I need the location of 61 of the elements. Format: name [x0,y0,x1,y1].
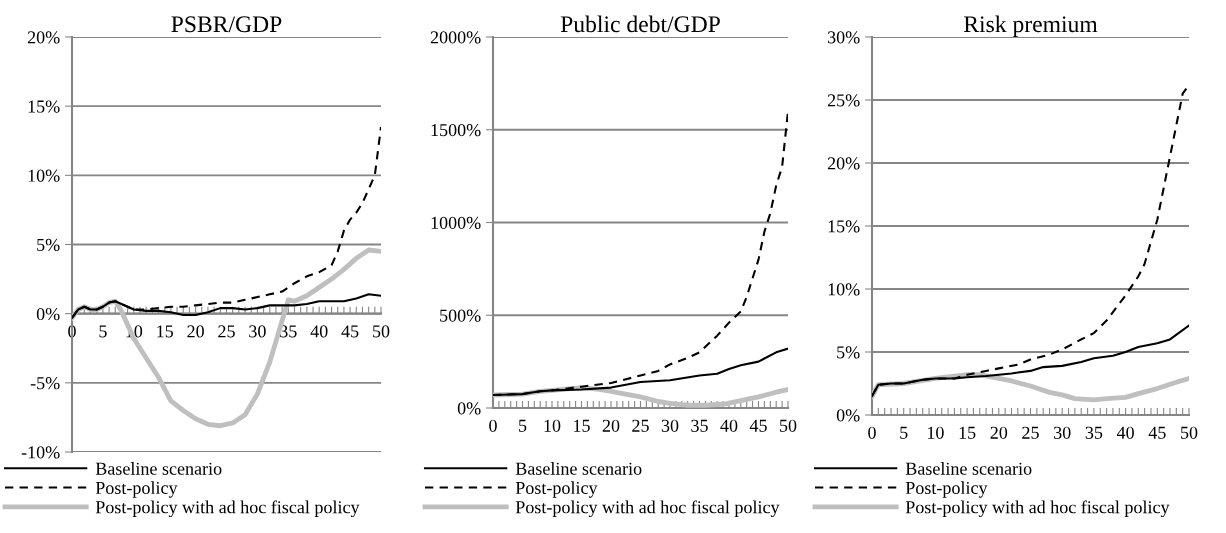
x-tick-label: 30 [661,419,679,432]
y-tick-label: 2000% [430,31,481,44]
y-tick-label: 0% [457,402,481,415]
x-tick-label: 40 [310,325,328,338]
legend-label: Post-policy with ad hoc fiscal policy [905,500,1170,518]
y-tick-label: 20% [827,157,860,170]
y-tick-label: 5% [837,346,860,359]
x-tick-label: 35 [691,419,708,432]
y-tick-label: 5% [37,238,60,251]
y-tick-label: 10% [828,283,860,296]
y-tick-label: 10% [28,169,60,182]
legend-label: Post-policy with ad hoc fiscal policy [515,500,780,518]
x-tick-label: 15 [157,325,174,338]
legend-label: Baseline scenario [905,462,1032,475]
x-tick-label: 40 [1116,426,1134,439]
x-tick-label: 10 [927,426,944,439]
x-tick-label: 20 [187,325,204,338]
x-tick-label: 5 [99,325,107,338]
y-tick-label: 30% [827,31,860,44]
x-tick-label: 45 [341,325,359,338]
x-tick-label: 45 [749,419,767,432]
x-tick-label: 25 [1022,426,1039,439]
x-tick-label: 15 [959,426,976,439]
x-tick-label: 50 [780,419,797,432]
x-tick-label: 25 [632,419,649,432]
x-tick-label: 40 [720,419,738,432]
legend-label: Baseline scenario [95,462,222,475]
x-tick-label: 50 [373,325,390,338]
x-tick-label: 20 [602,419,620,432]
x-tick-label: 20 [990,426,1008,439]
y-tick-label: 500% [440,309,481,322]
x-tick-label: 30 [249,325,266,338]
y-tick-label: -5% [30,377,60,390]
x-tick-label: 25 [218,325,235,338]
y-tick-label: 0% [836,409,860,422]
y-tick-label: 1000% [431,216,481,229]
x-tick-label: 45 [1148,426,1166,439]
y-tick-label: 1500% [431,124,481,137]
y-tick-label: 20% [27,31,60,44]
legend-label: Baseline scenario [515,462,642,475]
y-tick-label: 25% [827,94,860,107]
y-tick-label: 15% [28,100,60,113]
x-tick-label: 5 [900,426,908,439]
legend-label: Post-policy [515,481,598,498]
x-tick-label: 5 [519,419,527,432]
chart-title: Public debt/GDP [560,15,720,33]
legend-label: Post-policy [905,481,988,498]
chart-title: PSBR/GDP [171,16,282,33]
x-tick-label: 50 [1181,426,1198,439]
x-tick-label: 10 [544,419,561,432]
x-tick-label: 30 [1054,426,1071,439]
x-tick-label: 0 [868,426,876,439]
y-tick-label: 0% [36,307,60,321]
chart-title: Risk premium [963,15,1098,37]
x-tick-label: 35 [1085,426,1103,439]
x-tick-label: 15 [574,419,590,432]
legend-label: Post-policy [95,481,178,498]
y-tick-label: -10% [21,446,60,459]
x-tick-label: 0 [489,419,497,432]
y-tick-label: 15% [828,220,860,233]
legend-label: Post-policy with ad hoc fiscal policy [95,500,360,518]
